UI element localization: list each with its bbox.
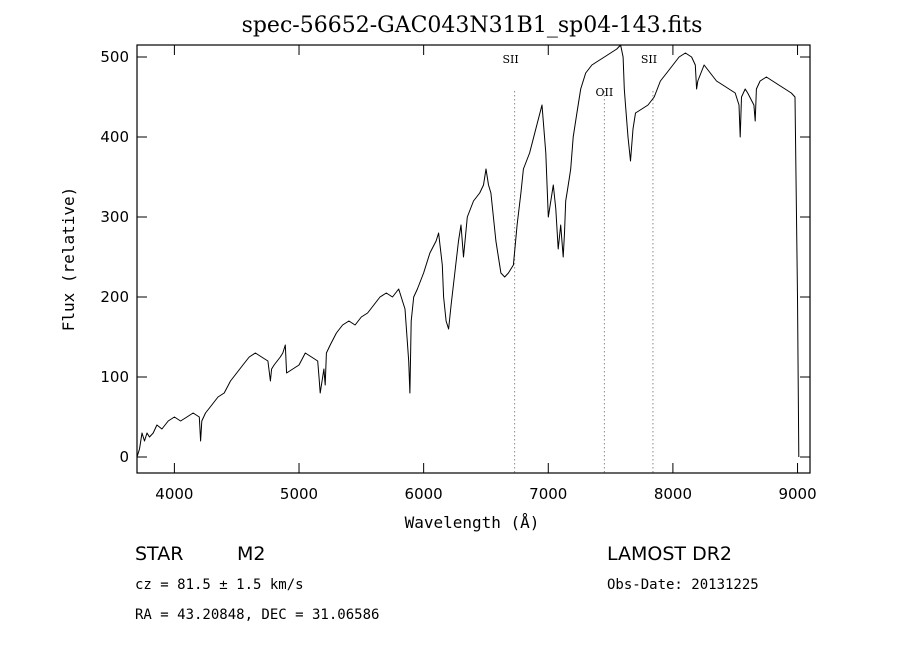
plot-frame: [136, 44, 811, 474]
y-tick-label: 300: [100, 208, 129, 226]
object-subclass: M2: [237, 543, 265, 565]
redshift-velocity: cz = 81.5 ± 1.5 km/s: [135, 577, 304, 593]
chart-title: spec-56652-GAC043N31B1_sp04-143.fits: [242, 13, 703, 38]
y-tick-label: 0: [119, 448, 129, 466]
y-tick-label: 100: [100, 368, 129, 386]
emission-line-markers: SII OII SII: [503, 53, 657, 473]
y-tick-label: 200: [100, 288, 129, 306]
y-axis-label: Flux (relative): [59, 187, 78, 332]
x-tick-label: 5000: [280, 485, 318, 503]
x-tick-label: 9000: [778, 485, 816, 503]
survey-name: LAMOST DR2: [607, 543, 732, 565]
y-tick-label: 400: [100, 128, 129, 146]
line-marker-label: SII: [503, 53, 519, 66]
x-tick-label: 4000: [155, 485, 193, 503]
spectrum-series: [136, 44, 800, 458]
sky-coordinates: RA = 43.20848, DEC = 31.06586: [135, 607, 379, 623]
spectrum-line: [136, 44, 800, 458]
line-marker-label: OII: [596, 86, 614, 99]
line-marker-label: SII: [641, 53, 657, 66]
object-class: STAR: [135, 543, 183, 565]
axis-ticks: 4000 5000 6000 7000 8000 9000 0 100 200 300 400 500: [100, 45, 817, 503]
y-tick-label: 500: [100, 48, 129, 66]
x-tick-label: 8000: [654, 485, 692, 503]
x-tick-label: 7000: [529, 485, 567, 503]
x-axis-label: Wavelength (Å): [405, 513, 540, 532]
x-tick-label: 6000: [405, 485, 443, 503]
observation-date: Obs-Date: 20131225: [607, 577, 759, 593]
